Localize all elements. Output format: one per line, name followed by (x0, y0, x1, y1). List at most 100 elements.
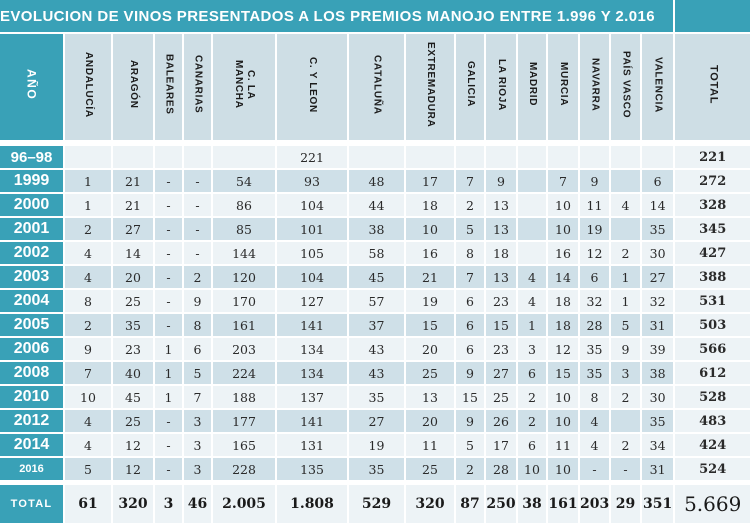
region-column-header-cell: BALEARES (154, 33, 183, 143)
cell-value: 137 (276, 385, 348, 409)
row-total: 221 (674, 143, 750, 169)
cell-value: 38 (641, 361, 674, 385)
cell-value (348, 143, 405, 169)
cell-value: 104 (276, 265, 348, 289)
cell-value: 25 (485, 385, 517, 409)
cell-value: 16 (405, 241, 455, 265)
cell-value: 19 (405, 289, 455, 313)
cell-value: 37 (348, 313, 405, 337)
cell-value: 32 (641, 289, 674, 313)
cell-value: 9 (455, 361, 485, 385)
region-column-header-cell: C. LA MANCHA (212, 33, 276, 143)
region-column-header-cell: MURCIA (547, 33, 579, 143)
cell-value: - (154, 241, 183, 265)
cell-value: 9 (610, 337, 641, 361)
region-column-header: VALENCIA (652, 57, 664, 113)
cell-value: 38 (348, 217, 405, 241)
region-column-header: CATALUÑA (371, 55, 383, 115)
page-title: EVOLUCION DE VINOS PRESENTADOS A LOS PRE… (0, 0, 674, 33)
cell-value: 43 (348, 361, 405, 385)
cell-value: 48 (348, 169, 405, 193)
cell-value: 1 (154, 361, 183, 385)
year-column-header: AÑO (24, 69, 38, 100)
cell-value: 4 (64, 241, 112, 265)
cell-value: 15 (455, 385, 485, 409)
cell-value: - (154, 217, 183, 241)
cell-value: 221 (276, 143, 348, 169)
cell-value: 5 (64, 457, 112, 483)
region-column-header-cell: EXTREMADURA (405, 33, 455, 143)
region-column-header: GALICIA (464, 61, 476, 107)
column-total: 87 (455, 483, 485, 523)
cell-value: 8 (579, 385, 610, 409)
cell-value: 35 (641, 217, 674, 241)
cell-value: 14 (112, 241, 154, 265)
cell-value: 10 (517, 457, 547, 483)
cell-value: 35 (579, 361, 610, 385)
cell-value: 6 (183, 337, 212, 361)
cell-value: 3 (183, 457, 212, 483)
cell-value: 9 (455, 409, 485, 433)
region-column-header-cell: ARAGÓN (112, 33, 154, 143)
cell-value: 141 (276, 313, 348, 337)
cell-value: 85 (212, 217, 276, 241)
cell-value: 161 (212, 313, 276, 337)
cell-value: 7 (547, 169, 579, 193)
cell-value: - (183, 217, 212, 241)
region-column-header: CANARIAS (192, 55, 204, 113)
row-total: 524 (674, 457, 750, 483)
cell-value: 1 (610, 289, 641, 313)
cell-value: 21 (405, 265, 455, 289)
cell-value: 9 (64, 337, 112, 361)
region-column-header: ANDALUCÍA (82, 52, 94, 118)
cell-value: 17 (485, 433, 517, 457)
table-row: 96–98 221 221 (0, 143, 750, 169)
cell-value: 6 (641, 169, 674, 193)
cell-value: 203 (212, 337, 276, 361)
cell-value: 28 (485, 457, 517, 483)
cell-value (610, 217, 641, 241)
cell-value: 20 (405, 409, 455, 433)
cell-value: 2 (517, 409, 547, 433)
row-year: 2005 (0, 313, 64, 337)
cell-value: 1 (64, 193, 112, 217)
column-total: 250 (485, 483, 517, 523)
column-total: 3 (154, 483, 183, 523)
row-year: 96–98 (0, 143, 64, 169)
cell-value: - (183, 193, 212, 217)
cell-value: 13 (485, 265, 517, 289)
cell-value (517, 217, 547, 241)
row-year: 2004 (0, 289, 64, 313)
cell-value: 10 (547, 385, 579, 409)
cell-value: 11 (579, 193, 610, 217)
cell-value: 23 (112, 337, 154, 361)
row-total: 345 (674, 217, 750, 241)
cell-value: 20 (405, 337, 455, 361)
cell-value: 30 (641, 241, 674, 265)
cell-value: 35 (348, 457, 405, 483)
row-total: 424 (674, 433, 750, 457)
row-year: 2014 (0, 433, 64, 457)
cell-value: 4 (579, 433, 610, 457)
cell-value: 13 (485, 217, 517, 241)
cell-value (641, 143, 674, 169)
grand-total: 5.669 (674, 483, 750, 523)
cell-value: - (183, 169, 212, 193)
cell-value (610, 169, 641, 193)
totals-row-label: TOTAL (0, 483, 64, 523)
row-year: 2016 (0, 457, 64, 483)
cell-value: 12 (112, 457, 154, 483)
region-column-header-cell: CATALUÑA (348, 33, 405, 143)
cell-value: 45 (348, 265, 405, 289)
column-total: 529 (348, 483, 405, 523)
cell-value: 10 (547, 409, 579, 433)
cell-value (547, 143, 579, 169)
cell-value: 1 (517, 313, 547, 337)
cell-value: 101 (276, 217, 348, 241)
cell-value: 54 (212, 169, 276, 193)
cell-value: 4 (64, 409, 112, 433)
